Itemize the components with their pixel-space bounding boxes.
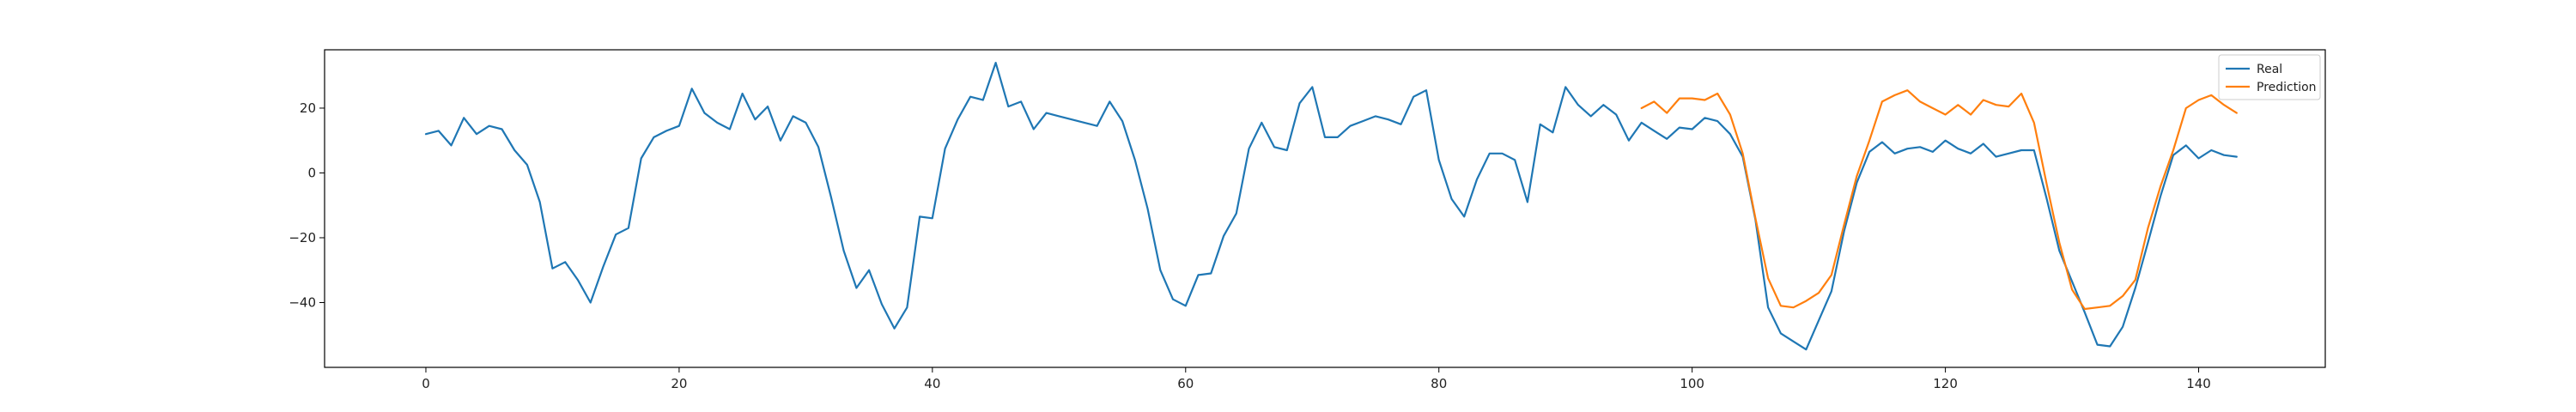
legend-box [2218,54,2321,100]
plot-area-frame [324,49,2326,368]
y-tick-label: 0 [307,165,316,180]
y-tick-label: 20 [300,100,316,116]
legend-label-prediction: Prediction [2257,81,2317,94]
x-tick-label: 20 [671,376,687,391]
series-lines [424,61,2238,351]
y-tick-label: −20 [289,230,316,245]
axis-ticks: 0 20 40 60 80 100 120 140 −40 −20 0 20 [289,100,2211,391]
legend-label-real: Real [2257,63,2282,76]
series-line-prediction [1640,89,2238,311]
x-tick-label: 60 [1177,376,1194,391]
x-tick-label: 120 [1933,376,1958,391]
x-tick-label: 140 [2186,376,2211,391]
x-tick-label: 100 [1680,376,1704,391]
series-line-real [424,61,2238,351]
x-tick-label: 0 [422,376,430,391]
y-tick-label: −40 [289,294,316,310]
x-tick-label: 40 [924,376,940,391]
legend: Real Prediction [2218,54,2321,100]
x-tick-label: 80 [1431,376,1447,391]
